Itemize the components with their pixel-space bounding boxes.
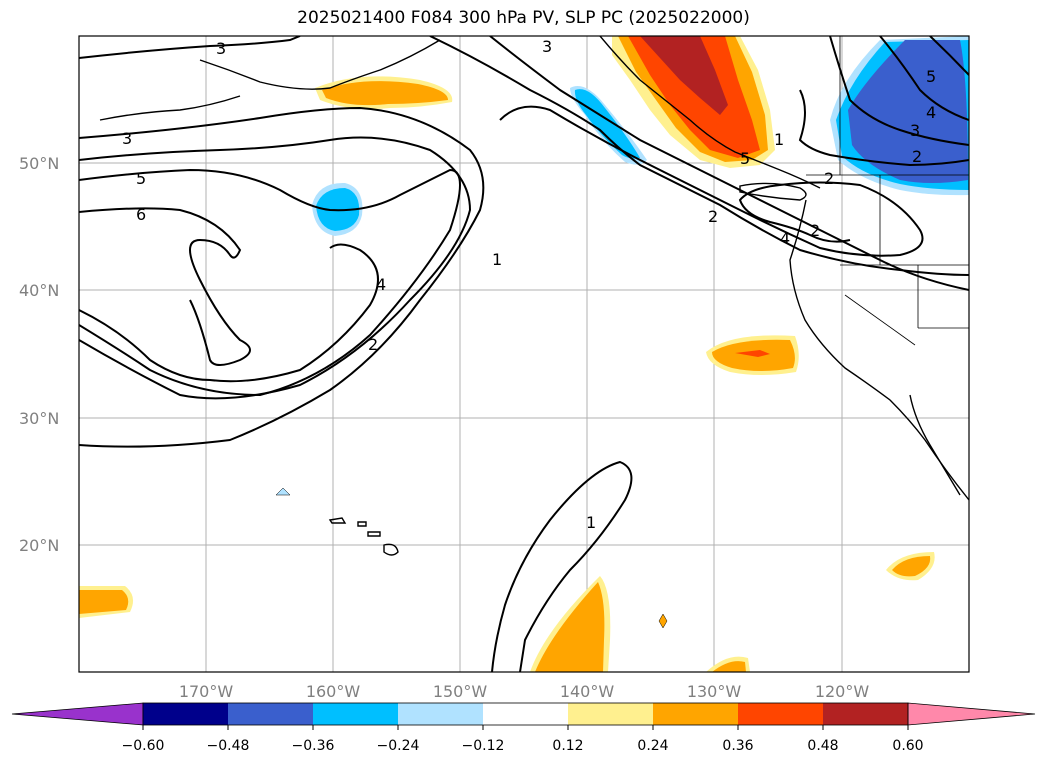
colorbar-tick-label: −0.48	[207, 738, 250, 754]
colorbar-segment	[568, 703, 653, 725]
colorbar-tick-label: 0.12	[552, 738, 583, 754]
svg-text:5: 5	[740, 149, 750, 168]
svg-text:3: 3	[542, 37, 552, 56]
svg-text:4: 4	[926, 103, 936, 122]
svg-text:3: 3	[216, 39, 226, 58]
colorbar-tick-label: −0.36	[292, 738, 335, 754]
svg-text:5: 5	[136, 169, 146, 188]
colorbar: −0.60 −0.48 −0.36 −0.24 −0.12 0.12 0.24 …	[11, 702, 1036, 754]
svg-text:2: 2	[912, 147, 922, 166]
colorbar-tick-label: −0.12	[462, 738, 505, 754]
map-frame	[78, 35, 970, 673]
svg-text:1: 1	[492, 250, 502, 269]
svg-text:1: 1	[586, 513, 596, 532]
colorbar-tick-label: 0.36	[722, 738, 753, 754]
svg-text:140°W: 140°W	[560, 682, 615, 701]
svg-text:1: 1	[774, 130, 784, 149]
map-background	[79, 36, 969, 672]
svg-text:2: 2	[708, 207, 718, 226]
svg-text:2: 2	[810, 221, 820, 240]
svg-text:4: 4	[780, 229, 790, 248]
contour-labels: 3 3 5 6 4 2 1 3 2 1 5 3 2 2 2 4 5 1 4	[122, 37, 936, 532]
svg-text:120°W: 120°W	[815, 682, 870, 701]
svg-text:5: 5	[926, 67, 936, 86]
svg-text:20°N: 20°N	[19, 536, 59, 555]
colorbar-ticks	[142, 725, 909, 730]
colorbar-segment	[143, 703, 228, 725]
pv-shading-positive	[79, 36, 935, 672]
coastlines	[99, 36, 969, 556]
map-title: 2025021400 F084 300 hPa PV, SLP PC (2025…	[297, 8, 750, 28]
svg-text:2: 2	[824, 169, 834, 188]
svg-text:4: 4	[376, 275, 386, 294]
colorbar-outline	[142, 702, 909, 726]
colorbar-segment	[738, 703, 823, 725]
colorbar-tick-label: −0.24	[377, 738, 420, 754]
svg-text:3: 3	[122, 129, 132, 148]
lon-labels: 170°W 160°W 150°W 140°W 130°W 120°W	[179, 682, 870, 701]
svg-text:30°N: 30°N	[19, 409, 59, 428]
colorbar-segment	[483, 703, 568, 725]
svg-text:6: 6	[136, 205, 146, 224]
svg-text:150°W: 150°W	[433, 682, 488, 701]
svg-text:3: 3	[910, 121, 920, 140]
colorbar-segment	[653, 703, 738, 725]
colorbar-segment	[398, 703, 483, 725]
colorbar-segment	[228, 703, 313, 725]
colorbar-extend-right	[907, 702, 1036, 726]
colorbar-segment	[823, 703, 908, 725]
colorbar-tick-label: 0.24	[637, 738, 668, 754]
colorbar-tick-label: 0.60	[892, 738, 923, 754]
svg-text:2: 2	[368, 335, 378, 354]
slp-contours	[79, 36, 969, 672]
colorbar-segment	[313, 703, 398, 725]
svg-text:160°W: 160°W	[306, 682, 361, 701]
svg-text:50°N: 50°N	[19, 154, 59, 173]
svg-text:40°N: 40°N	[19, 281, 59, 300]
colorbar-tick-label: 0.48	[807, 738, 838, 754]
svg-text:170°W: 170°W	[179, 682, 234, 701]
colorbar-extend-left	[11, 702, 144, 726]
colorbar-tick-label: −0.60	[122, 738, 165, 754]
svg-text:130°W: 130°W	[687, 682, 742, 701]
lat-labels: 50°N 40°N 30°N 20°N	[19, 154, 59, 555]
